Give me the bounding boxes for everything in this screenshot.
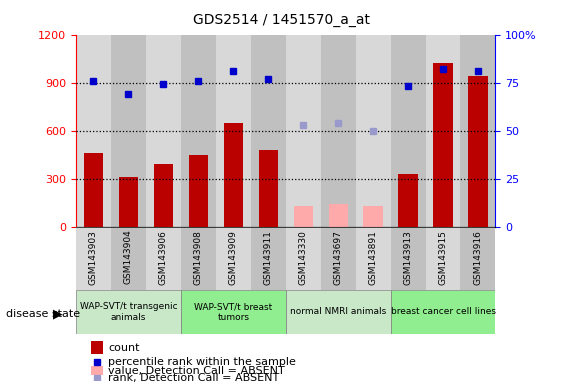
Bar xyxy=(468,76,488,227)
Bar xyxy=(434,63,453,227)
Bar xyxy=(364,206,383,227)
Bar xyxy=(111,35,146,227)
Bar xyxy=(391,290,495,334)
Text: GSM143891: GSM143891 xyxy=(369,230,378,285)
Bar xyxy=(285,290,391,334)
Bar xyxy=(181,227,216,290)
Text: GSM143906: GSM143906 xyxy=(159,230,168,285)
Bar xyxy=(224,122,243,227)
Bar xyxy=(216,227,251,290)
Text: GSM143911: GSM143911 xyxy=(263,230,272,285)
Bar xyxy=(426,35,461,227)
Text: disease state: disease state xyxy=(6,309,80,319)
Text: breast cancer cell lines: breast cancer cell lines xyxy=(391,308,495,316)
Bar xyxy=(356,35,391,227)
Text: percentile rank within the sample: percentile rank within the sample xyxy=(108,358,296,367)
Text: GSM143330: GSM143330 xyxy=(299,230,308,285)
Text: rank, Detection Call = ABSENT: rank, Detection Call = ABSENT xyxy=(108,374,279,384)
Text: GSM143697: GSM143697 xyxy=(334,230,343,285)
Bar xyxy=(321,35,356,227)
Bar xyxy=(285,35,321,227)
Bar xyxy=(181,290,286,334)
Bar xyxy=(181,35,216,227)
Text: value, Detection Call = ABSENT: value, Detection Call = ABSENT xyxy=(108,366,285,376)
Text: GSM143916: GSM143916 xyxy=(473,230,482,285)
Bar xyxy=(329,204,348,227)
Text: normal NMRI animals: normal NMRI animals xyxy=(290,308,386,316)
Text: GSM143913: GSM143913 xyxy=(404,230,413,285)
Bar xyxy=(399,174,418,227)
Text: GSM143909: GSM143909 xyxy=(229,230,238,285)
Bar xyxy=(285,227,321,290)
Bar xyxy=(92,341,104,354)
Text: WAP-SVT/t transgenic
animals: WAP-SVT/t transgenic animals xyxy=(79,302,177,322)
Text: WAP-SVT/t breast
tumors: WAP-SVT/t breast tumors xyxy=(194,302,272,322)
Bar xyxy=(251,227,286,290)
Bar xyxy=(258,150,278,227)
Bar xyxy=(391,227,426,290)
Bar xyxy=(461,227,495,290)
Bar xyxy=(119,177,138,227)
Text: count: count xyxy=(108,343,140,353)
Bar xyxy=(321,227,356,290)
Text: GSM143903: GSM143903 xyxy=(89,230,98,285)
Bar xyxy=(426,227,461,290)
Bar xyxy=(189,155,208,227)
Bar xyxy=(76,290,181,334)
Bar xyxy=(92,366,104,375)
Bar xyxy=(76,227,111,290)
Bar xyxy=(461,35,495,227)
Bar xyxy=(216,35,251,227)
Text: GSM143904: GSM143904 xyxy=(124,230,133,285)
Bar xyxy=(146,35,181,227)
Text: GSM143915: GSM143915 xyxy=(439,230,448,285)
Text: GDS2514 / 1451570_a_at: GDS2514 / 1451570_a_at xyxy=(193,13,370,27)
Bar xyxy=(146,227,181,290)
Text: ▶: ▶ xyxy=(53,308,62,321)
Bar xyxy=(154,164,173,227)
Bar xyxy=(251,35,286,227)
Bar xyxy=(293,206,313,227)
Bar xyxy=(111,227,146,290)
Bar xyxy=(391,35,426,227)
Bar xyxy=(76,35,111,227)
Text: GSM143908: GSM143908 xyxy=(194,230,203,285)
Bar xyxy=(356,227,391,290)
Bar xyxy=(84,153,103,227)
